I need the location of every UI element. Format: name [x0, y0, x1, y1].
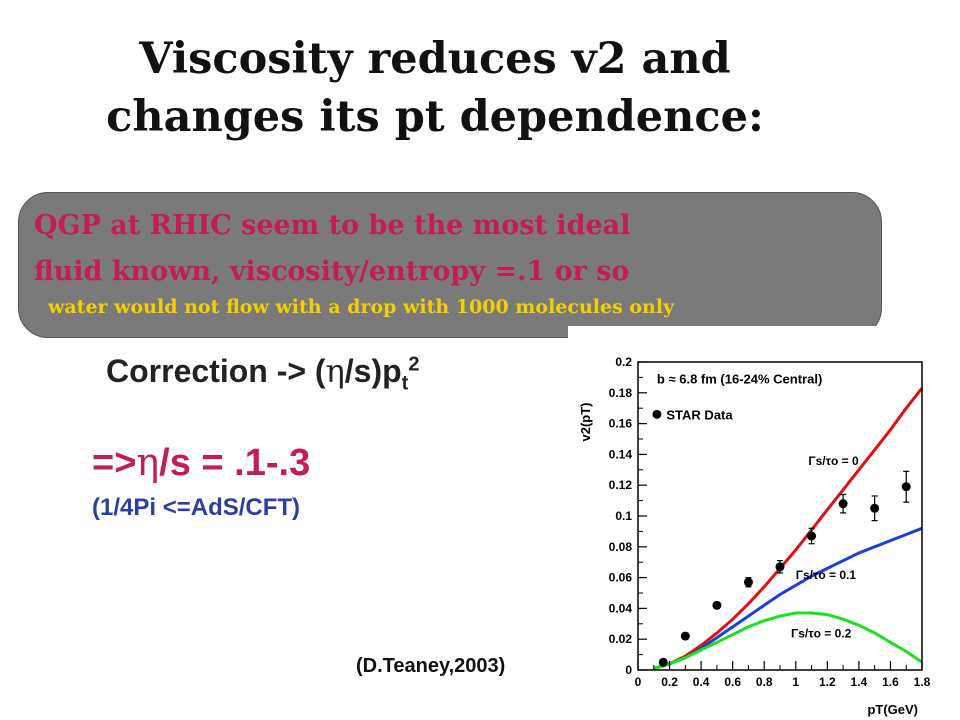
legend-marker [652, 409, 662, 419]
data-point [743, 577, 753, 587]
data-point [901, 482, 911, 492]
y-tick-label: 0.12 [609, 478, 633, 492]
y-tick-label: 0.04 [609, 601, 633, 615]
x-tick-label: 0.8 [756, 675, 773, 689]
y-tick-label: 0.06 [609, 571, 633, 585]
y-tick-label: 0.08 [609, 540, 633, 554]
highlight-box [18, 192, 882, 338]
y-tick-label: 0.2 [615, 355, 632, 369]
curve-label: Γs/τo = 0 [808, 454, 859, 468]
y-tick-label: 0.18 [609, 386, 633, 400]
chart-annotation: b ≈ 6.8 fm (16-24% Central) [657, 372, 822, 387]
result-suffix: /s = .1-.3 [159, 442, 311, 484]
x-tick-label: 1.6 [882, 675, 899, 689]
x-tick-label: 1.4 [851, 675, 868, 689]
y-tick-label: 0.02 [609, 632, 633, 646]
correction-prefix: Correction -> ( [106, 353, 326, 389]
x-tick-label: 1 [792, 675, 799, 689]
data-point [807, 531, 817, 541]
data-point [712, 600, 722, 610]
result-formula: =>η/s = .1-.3 [92, 440, 310, 485]
eta-symbol: η [325, 352, 345, 390]
correction-sup: 2 [408, 353, 420, 376]
correction-formula: Correction -> (η/s)pt2 [106, 352, 419, 395]
ads-cft-note: (1/4Pi <=AdS/CFT) [92, 494, 301, 521]
v2-chart: 0 0.2 0.4 0.6 0.8 1 1.2 1.4 1.6 1.8 0 0.02 0.04 0.06 0… [568, 326, 960, 720]
box-line-1: QGP at RHIC seem to be the most ideal [34, 210, 631, 241]
series-line [653, 611, 923, 670]
y-axis-label: v2(pT) [578, 403, 593, 442]
data-point [870, 503, 880, 513]
eta-symbol-2: η [136, 440, 160, 484]
series-line [653, 387, 924, 670]
data-point [658, 657, 668, 667]
y-tick-label: 0 [625, 663, 632, 677]
box-note: water would not flow with a drop with 10… [48, 296, 675, 318]
x-tick-label: 0.2 [661, 675, 678, 689]
slide-title: Viscosity reduces v2 and changes its pt … [0, 30, 870, 146]
legend-label: STAR Data [666, 407, 733, 422]
title-line-1: Viscosity reduces v2 and [139, 34, 731, 84]
curve-label: Γs/τo = 0.1 [796, 568, 857, 582]
result-prefix: => [92, 442, 137, 484]
y-tick-label: 0.1 [615, 509, 632, 523]
box-line-2: fluid known, viscosity/entropy =.1 or so [34, 256, 630, 287]
y-tick-label: 0.14 [609, 447, 633, 461]
data-point [680, 631, 690, 641]
chart-background [568, 326, 960, 720]
data-point [838, 499, 848, 509]
curve-label: Γs/τo = 0.2 [791, 627, 852, 641]
x-tick-label: 0.4 [693, 675, 710, 689]
x-tick-label: 1.8 [914, 675, 931, 689]
x-tick-label: 1.2 [819, 675, 836, 689]
x-axis-label: pT(GeV) [867, 702, 918, 717]
y-tick-label: 0.16 [609, 417, 633, 431]
title-line-2: changes its pt dependence: [106, 92, 764, 142]
x-tick-label: 0.6 [724, 675, 741, 689]
data-point [775, 562, 785, 572]
citation: (D.Teaney,2003) [356, 655, 506, 677]
correction-mid: /s)p [344, 353, 402, 389]
x-tick-label: 0 [635, 675, 642, 689]
correction-sub: t [401, 372, 409, 395]
